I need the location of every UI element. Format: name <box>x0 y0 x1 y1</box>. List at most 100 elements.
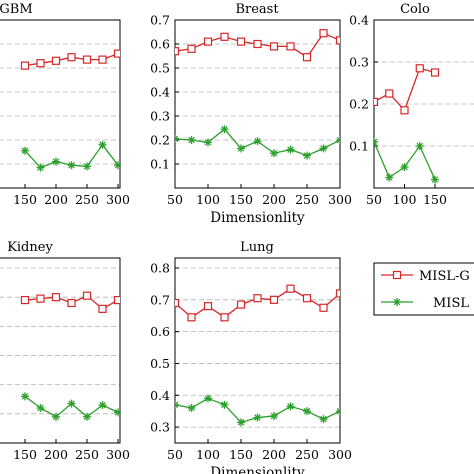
legend-label: MISL <box>433 296 469 311</box>
data-point-star <box>253 137 262 146</box>
x-tick-label: 150 <box>13 447 37 462</box>
data-point-star <box>36 404 45 412</box>
y-tick-label: 0.6 <box>150 37 170 52</box>
data-point-star <box>83 162 91 171</box>
data-point-star <box>114 161 120 170</box>
y-tick-label: 0.6 <box>150 324 170 339</box>
legend: MISL-G MISL <box>373 262 474 316</box>
chart-title: Breast <box>235 2 279 17</box>
chart-panel-gbm: GBM 150 200 250 300 <box>0 2 130 207</box>
data-point-star <box>114 408 120 417</box>
x-tick-label: 50 <box>366 192 382 207</box>
data-point-star <box>21 146 29 155</box>
axes-frame <box>174 19 341 189</box>
data-point-star <box>286 145 295 154</box>
data-point-star <box>253 413 262 422</box>
data-point-square <box>302 294 312 303</box>
data-point-star <box>385 173 394 182</box>
data-point-star <box>98 140 107 149</box>
data-point-square <box>20 295 30 305</box>
chart-panel-kidney: Kidney 150 200 250 300 <box>0 240 130 462</box>
data-point-square <box>335 289 340 298</box>
x-axis-label: Dimensionlity <box>210 465 305 474</box>
x-tick-label: 250 <box>75 447 99 462</box>
x-tick-label: 300 <box>328 192 352 207</box>
x-tick-label: 50 <box>167 447 183 462</box>
data-point-star <box>270 411 278 420</box>
y-tick-label: 0.4 <box>150 388 170 403</box>
legend-entry-misl-g: MISL-G <box>381 269 470 284</box>
data-point-square <box>253 39 262 49</box>
data-point-star <box>21 392 29 401</box>
x-tick-label: 300 <box>106 192 130 207</box>
x-tick-label: 150 <box>229 192 253 207</box>
y-tick-label: 0.4 <box>349 13 369 28</box>
data-point-square <box>236 37 246 46</box>
data-point-square <box>319 303 328 312</box>
x-tick-label: 150 <box>423 192 447 207</box>
chart-panel-colo: Colo 0.1 0.2 0.3 0.4 50 100 150 <box>349 2 474 207</box>
data-point-square <box>98 55 107 64</box>
data-point-square <box>269 42 279 51</box>
x-tick-label: 100 <box>196 192 220 207</box>
data-point-star <box>415 142 424 150</box>
data-point-square <box>51 56 61 65</box>
chart-panel-lung: Lung 0.3 0.4 0.5 0.6 0.7 0.8 50 100 150 200 250 300 D… <box>150 240 352 474</box>
data-point-square <box>82 55 92 64</box>
data-point-star <box>336 407 340 416</box>
chart-title: Lung <box>240 240 274 255</box>
legend-label: MISL-G <box>419 269 470 284</box>
data-point-square <box>335 36 340 45</box>
x-tick-label: 200 <box>44 447 68 462</box>
data-point-star <box>98 401 107 410</box>
data-point-square <box>430 68 440 77</box>
data-point-star <box>204 394 212 403</box>
data-point-square <box>302 53 312 62</box>
data-point-star <box>67 161 76 170</box>
y-tick-label: 0.7 <box>150 13 170 28</box>
data-point-square <box>269 295 279 304</box>
chart-title: Colo <box>400 2 430 17</box>
data-point-square <box>203 302 213 311</box>
y-tick-label: 0.5 <box>150 61 170 76</box>
data-point-star <box>400 163 409 171</box>
chart-title: GBM <box>0 2 33 17</box>
data-point-square <box>220 32 229 41</box>
data-point-star <box>303 407 311 416</box>
x-tick-label: 250 <box>295 447 319 462</box>
data-point-square <box>203 37 213 46</box>
x-tick-label: 200 <box>44 192 68 207</box>
data-point-square <box>374 97 379 107</box>
data-point-star <box>319 144 328 153</box>
axes-frame <box>0 19 121 189</box>
data-point-square <box>82 291 92 300</box>
data-point-star <box>204 138 212 147</box>
data-point-square <box>98 304 107 313</box>
legend-box <box>373 262 474 316</box>
data-point-star <box>187 404 196 412</box>
legend-entry-misl: MISL <box>381 296 469 311</box>
axes-frame <box>174 257 341 444</box>
data-point-star <box>336 136 340 144</box>
series-line-misl <box>374 141 436 180</box>
series-line-misl-g <box>175 287 340 319</box>
data-point-star <box>83 412 91 421</box>
data-point-square <box>415 64 424 73</box>
data-point-star <box>52 157 60 166</box>
y-tick-label: 0.3 <box>150 109 170 124</box>
y-tick-label: 0.4 <box>150 85 170 100</box>
x-tick-label: 250 <box>295 192 319 207</box>
data-point-star <box>374 137 378 146</box>
y-tick-label: 0.5 <box>150 356 170 371</box>
data-point-star <box>431 175 439 184</box>
y-tick-label: 0.7 <box>150 292 170 307</box>
series-group <box>20 291 120 421</box>
data-point-star <box>175 134 179 143</box>
x-tick-label: 50 <box>167 192 183 207</box>
data-point-square <box>67 298 76 308</box>
data-point-star <box>220 125 229 134</box>
axes-frame <box>0 257 121 444</box>
series-group <box>20 49 120 172</box>
y-tick-label: 0.1 <box>349 139 369 154</box>
